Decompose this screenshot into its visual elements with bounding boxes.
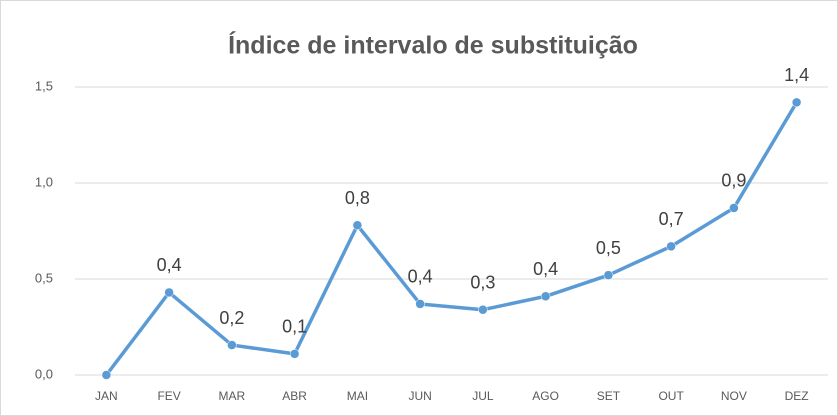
x-tick-label: MAR xyxy=(219,389,246,403)
point xyxy=(478,304,488,315)
x-tick-label: DEZ xyxy=(785,389,809,403)
point xyxy=(415,299,425,309)
data-label: 0,1 xyxy=(282,317,307,337)
x-tick-label: JUN xyxy=(408,389,431,403)
data-label: 0,5 xyxy=(596,238,621,258)
x-tick-label: OUT xyxy=(658,389,684,403)
x-tick-label: MAI xyxy=(347,389,368,403)
point xyxy=(289,349,300,359)
y-tick-label: 0,0 xyxy=(35,366,53,381)
y-tick-label: 1,0 xyxy=(35,174,53,189)
y-tick-label: 0,5 xyxy=(35,270,53,285)
data-label: 0,9 xyxy=(721,171,746,191)
point xyxy=(101,370,112,380)
x-tick-label: NOV xyxy=(721,389,747,403)
point xyxy=(603,270,614,280)
point xyxy=(352,220,363,230)
x-tick-label: FEV xyxy=(157,389,180,403)
point xyxy=(666,241,676,252)
x-tick-label: JUL xyxy=(472,389,494,403)
x-tick-label: SET xyxy=(597,389,621,403)
data-label: 1,4 xyxy=(784,65,809,85)
data-label: 0,4 xyxy=(533,259,558,279)
data-label: 0,3 xyxy=(470,272,495,292)
x-tick-label: AGO xyxy=(532,389,559,403)
x-tick-label: ABR xyxy=(282,389,307,403)
chart-title: Índice de intervalo de substituição xyxy=(228,31,638,60)
y-tick-label: 1,5 xyxy=(35,78,53,93)
point xyxy=(164,287,174,298)
x-tick-label: JAN xyxy=(95,389,118,403)
data-label: 0,2 xyxy=(219,308,244,328)
point xyxy=(540,291,551,302)
data-label: 0,8 xyxy=(345,188,370,208)
point xyxy=(791,97,802,108)
data-label: 0,4 xyxy=(157,255,182,275)
point xyxy=(729,203,739,213)
data-label: 0,7 xyxy=(659,209,684,229)
point xyxy=(227,340,237,350)
line xyxy=(104,101,799,377)
data-label: 0,4 xyxy=(408,267,433,287)
